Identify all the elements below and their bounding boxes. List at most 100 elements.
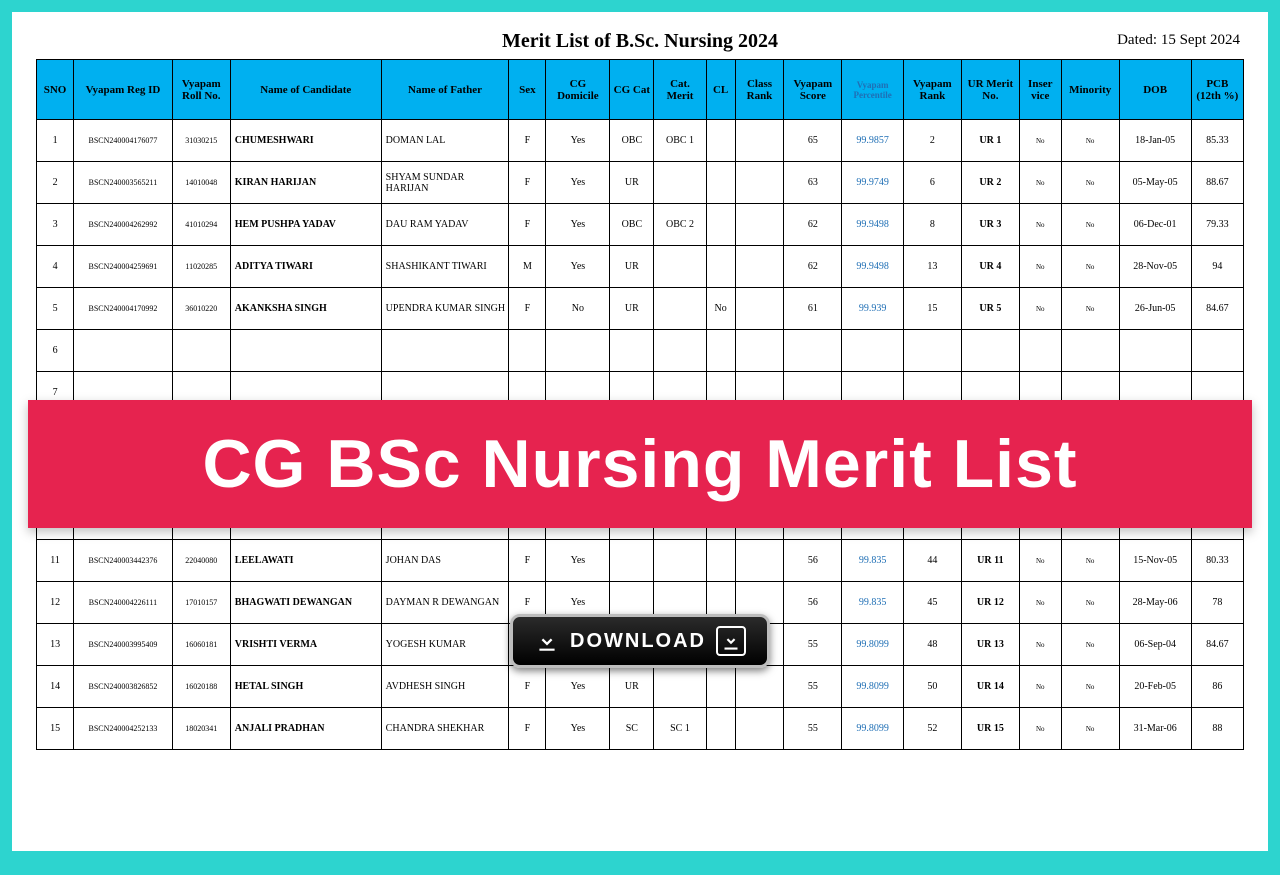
cell-dob: 28-Nov-05	[1119, 246, 1191, 288]
download-button[interactable]: DOWNLOAD	[510, 614, 770, 668]
cell-ins: No	[1019, 120, 1061, 162]
download-box-icon	[716, 626, 746, 656]
col-header: Minority	[1061, 60, 1119, 120]
cell-dom: Yes	[546, 120, 610, 162]
cell-roll: 16060181	[172, 624, 230, 666]
table-row: 6	[37, 330, 1244, 372]
cell-sno: 12	[37, 582, 74, 624]
col-header: CG Cat	[610, 60, 654, 120]
cell-score	[784, 330, 842, 372]
cell-sno: 11	[37, 540, 74, 582]
cell-dob: 26-Jun-05	[1119, 288, 1191, 330]
cell-min	[1061, 330, 1119, 372]
cell-score: 55	[784, 708, 842, 750]
cell-vrank: 6	[903, 162, 961, 204]
cell-cat	[610, 330, 654, 372]
download-arrow-icon	[534, 628, 560, 654]
cell-roll: 22040080	[172, 540, 230, 582]
page-title: Merit List of B.Sc. Nursing 2024	[36, 30, 1244, 53]
cell-catmerit: OBC 1	[654, 120, 706, 162]
cell-score: 55	[784, 624, 842, 666]
cell-father: JOHAN DAS	[381, 540, 509, 582]
cell-reg: BSCN240004262992	[74, 204, 173, 246]
cell-name: CHUMESHWARI	[230, 120, 381, 162]
cell-ins: No	[1019, 708, 1061, 750]
cell-crank	[735, 666, 784, 708]
cell-score: 62	[784, 204, 842, 246]
cell-father	[381, 330, 509, 372]
cell-dob: 06-Sep-04	[1119, 624, 1191, 666]
cell-father: DAYMAN R DEWANGAN	[381, 582, 509, 624]
cell-catmerit	[654, 162, 706, 204]
cell-vrank: 52	[903, 708, 961, 750]
cell-pcb: 84.67	[1191, 624, 1243, 666]
cell-cl	[706, 708, 735, 750]
cell-crank	[735, 288, 784, 330]
cell-cl	[706, 540, 735, 582]
cell-ur	[961, 330, 1019, 372]
cell-dob: 15-Nov-05	[1119, 540, 1191, 582]
cell-vrank	[903, 330, 961, 372]
cell-score: 61	[784, 288, 842, 330]
cell-cl	[706, 120, 735, 162]
cell-father: YOGESH KUMAR	[381, 624, 509, 666]
col-header: CG Domicile	[546, 60, 610, 120]
cell-reg: BSCN240004170992	[74, 288, 173, 330]
col-header: Vyapam Roll No.	[172, 60, 230, 120]
cell-ur: UR 15	[961, 708, 1019, 750]
cell-min: No	[1061, 246, 1119, 288]
cell-dom: Yes	[546, 246, 610, 288]
cell-crank	[735, 708, 784, 750]
cell-vrank: 50	[903, 666, 961, 708]
cell-cat: SC	[610, 708, 654, 750]
table-row: 15BSCN24000425213318020341ANJALI PRADHAN…	[37, 708, 1244, 750]
cell-reg: BSCN240004176077	[74, 120, 173, 162]
cell-perc: 99.9498	[842, 246, 904, 288]
cell-ur: UR 5	[961, 288, 1019, 330]
cell-reg: BSCN240003565211	[74, 162, 173, 204]
dated-label: Dated: 15 Sept 2024	[1117, 32, 1240, 49]
cell-father: AVDHESH SINGH	[381, 666, 509, 708]
cell-pcb: 84.67	[1191, 288, 1243, 330]
cell-name: LEELAWATI	[230, 540, 381, 582]
cell-score: 63	[784, 162, 842, 204]
cell-dom: Yes	[546, 708, 610, 750]
cell-perc: 99.8099	[842, 708, 904, 750]
cell-min: No	[1061, 708, 1119, 750]
cell-sno: 1	[37, 120, 74, 162]
cell-perc: 99.8099	[842, 624, 904, 666]
cell-min: No	[1061, 120, 1119, 162]
cell-dob: 31-Mar-06	[1119, 708, 1191, 750]
cell-father: SHASHIKANT TIWARI	[381, 246, 509, 288]
cell-pcb: 85.33	[1191, 120, 1243, 162]
cell-crank	[735, 540, 784, 582]
table-header-row: SNOVyapam Reg IDVyapam Roll No.Name of C…	[37, 60, 1244, 120]
cell-cat	[610, 540, 654, 582]
cell-cat: OBC	[610, 204, 654, 246]
cell-cl	[706, 330, 735, 372]
cell-score: 56	[784, 540, 842, 582]
cell-cat: OBC	[610, 120, 654, 162]
cell-dob: 05-May-05	[1119, 162, 1191, 204]
cell-ur: UR 1	[961, 120, 1019, 162]
cell-min: No	[1061, 204, 1119, 246]
cell-name: HETAL SINGH	[230, 666, 381, 708]
cell-sex: F	[509, 288, 546, 330]
col-header: PCB (12th %)	[1191, 60, 1243, 120]
cell-perc: 99.9498	[842, 204, 904, 246]
cell-ur: UR 3	[961, 204, 1019, 246]
cell-reg: BSCN240003442376	[74, 540, 173, 582]
cell-vrank: 2	[903, 120, 961, 162]
cell-ur: UR 14	[961, 666, 1019, 708]
cell-vrank: 8	[903, 204, 961, 246]
cell-dom: No	[546, 288, 610, 330]
cell-crank	[735, 162, 784, 204]
col-header: Inser vice	[1019, 60, 1061, 120]
col-header: Name of Candidate	[230, 60, 381, 120]
cell-pcb: 88	[1191, 708, 1243, 750]
cell-pcb: 88.67	[1191, 162, 1243, 204]
cell-ur: UR 12	[961, 582, 1019, 624]
cell-ur: UR 13	[961, 624, 1019, 666]
table-row: 4BSCN24000425969111020285ADITYA TIWARISH…	[37, 246, 1244, 288]
table-row: 2BSCN24000356521114010048KIRAN HARIJANSH…	[37, 162, 1244, 204]
